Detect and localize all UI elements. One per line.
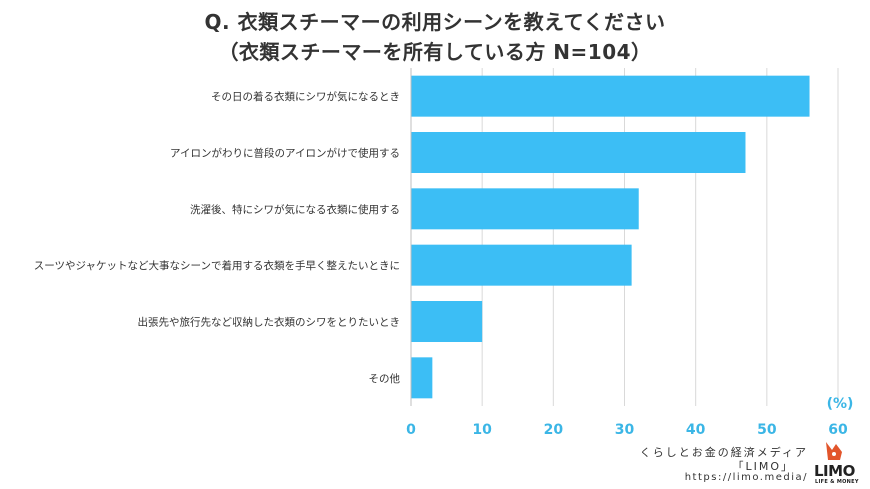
bar bbox=[411, 188, 639, 230]
x-tick-label: 40 bbox=[686, 422, 706, 438]
x-tick-label: 30 bbox=[615, 422, 635, 438]
x-tick-label: 0 bbox=[406, 422, 416, 438]
category-label: その日の着る衣類にシワが気になるとき bbox=[211, 90, 400, 103]
x-tick-label: 20 bbox=[544, 422, 564, 438]
category-label: 洗濯後、特にシワが気になる衣類に使用する bbox=[190, 203, 400, 216]
bar bbox=[411, 357, 433, 399]
bar bbox=[411, 301, 483, 342]
footer-url[interactable]: https://limo.media/ bbox=[684, 472, 808, 483]
logo-subtext: LIFE & MONEY bbox=[815, 479, 859, 485]
x-tick-label: 60 bbox=[828, 422, 848, 438]
chart-title-line2: （衣類スチーマーを所有している方 N=104） bbox=[218, 40, 652, 64]
category-label: スーツやジャケットなど大事なシーンで着用する衣類を手早く整えたいときに bbox=[34, 259, 400, 272]
category-label: アイロンがわりに普段のアイロンがけで使用する bbox=[170, 147, 400, 160]
category-label: その他 bbox=[369, 372, 401, 385]
x-tick-label: 50 bbox=[757, 422, 777, 438]
bar bbox=[411, 75, 810, 117]
bar bbox=[411, 132, 746, 173]
x-unit-label: (%) bbox=[827, 396, 854, 412]
footer-tagline: くらしとお金の経済メディア bbox=[639, 446, 808, 459]
limo-logo-icon bbox=[826, 442, 842, 460]
logo-text: LIMO bbox=[814, 462, 855, 480]
category-label: 出張先や旅行先など収納した衣類のシワをとりたいとき bbox=[138, 316, 401, 329]
bar bbox=[411, 244, 632, 286]
footer-brand: 「LIMO」 bbox=[732, 460, 794, 473]
chart-title-line1: Q. 衣類スチーマーの利用シーンを教えてください bbox=[204, 10, 666, 34]
x-tick-label: 10 bbox=[472, 422, 492, 438]
